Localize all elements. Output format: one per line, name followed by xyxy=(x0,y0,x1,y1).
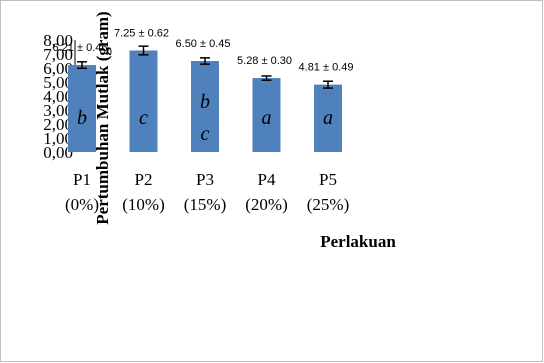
significance-letter: b xyxy=(200,91,210,113)
x-tick-label: P4 xyxy=(258,170,276,189)
y-tick-label: 0,00 xyxy=(43,143,73,162)
bar xyxy=(252,78,281,152)
x-tick-labels: P1 (0%) P2 (10%) P3 (15%) P4 (20%) P5 (25%) xyxy=(65,170,349,214)
bars xyxy=(68,50,342,152)
x-tick-label: P3 xyxy=(196,170,214,189)
x-tick-sublabel: (20%) xyxy=(245,195,287,214)
bar xyxy=(191,61,219,152)
y-tick-label: 2,00 xyxy=(43,115,73,134)
y-tick-label: 3,00 xyxy=(43,101,73,120)
bar xyxy=(314,84,342,152)
value-label: 5.28 ± 0.30 xyxy=(237,55,292,67)
y-axis-title: Pertumbuhan Mutlak (gram) xyxy=(93,11,112,224)
y-tick-label: 1,00 xyxy=(43,129,73,148)
error-bars xyxy=(77,45,333,89)
significance-letter: b xyxy=(77,107,87,129)
x-tick-label: P1 xyxy=(73,170,91,189)
y-tick-label: 8,00 xyxy=(43,31,73,50)
y-tick-label: 6,00 xyxy=(43,59,73,78)
x-tick-sublabel: (10%) xyxy=(122,195,164,214)
x-tick-label: P5 xyxy=(319,170,337,189)
value-label: 7.25 ± 0.62 xyxy=(114,28,169,40)
value-label: 4.81 ± 0.49 xyxy=(299,62,354,74)
y-tick-label: 5,00 xyxy=(43,73,73,92)
bar xyxy=(129,50,158,152)
significance-letter: a xyxy=(323,107,333,129)
significance-letter: a xyxy=(262,107,272,129)
significance-letter: c xyxy=(201,123,210,145)
y-tick-label: 7,00 xyxy=(43,45,73,64)
value-label: 6.50 ± 0.45 xyxy=(176,38,231,50)
value-labels: 6.21 ± 0.46 7.25 ± 0.62 6.50 ± 0.45 5.28 ± … xyxy=(53,28,354,74)
x-tick-sublabel: (15%) xyxy=(184,195,226,214)
bar xyxy=(68,65,96,152)
x-tick-sublabel: (25%) xyxy=(307,195,349,214)
x-tick-label: P2 xyxy=(135,170,153,189)
y-tick-label: 4,00 xyxy=(43,87,73,106)
x-tick-sublabel: (0%) xyxy=(65,195,99,214)
significance-letter: c xyxy=(139,107,148,129)
x-axis-title: Perlakuan xyxy=(320,232,396,251)
y-tick-labels: 0,001,002,003,004,005,006,007,008,00 xyxy=(43,31,73,162)
value-label: 6.21 ± 0.46 xyxy=(53,42,108,54)
